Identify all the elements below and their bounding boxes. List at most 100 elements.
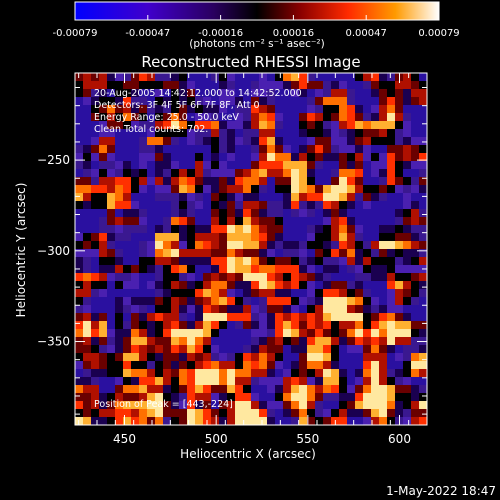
heatmap-cell [339,81,348,90]
heatmap-cell [163,297,172,306]
colorbar-tick-label: -0.00047 [125,28,170,39]
heatmap-cell [107,177,116,186]
heatmap-cell [291,97,300,106]
heatmap-image [75,73,427,425]
heatmap-cell [395,249,404,258]
heatmap-cell [267,105,276,114]
heatmap-cell [395,193,404,202]
heatmap-cell [291,201,300,210]
heatmap-cell [315,177,324,186]
heatmap-cell [371,193,380,202]
heatmap-cell [139,305,148,314]
heatmap-cell [243,81,252,90]
heatmap-cell [355,201,364,210]
heatmap-cell [115,81,124,90]
heatmap-cell [315,185,324,194]
heatmap-cell [243,385,252,394]
heatmap-cell [115,257,124,266]
heatmap-cell [267,225,276,234]
heatmap-cell [243,185,252,194]
heatmap-cell [147,225,156,234]
heatmap-cell [211,401,220,410]
heatmap-cell [363,233,372,242]
heatmap-cell [395,321,404,330]
heatmap-cell [275,153,284,162]
heatmap-cell [155,313,164,322]
heatmap-cell [75,201,84,210]
heatmap-cell [155,385,164,394]
heatmap-cell [267,169,276,178]
heatmap-cell [331,201,340,210]
heatmap-cell [227,281,236,290]
heatmap-cell [315,241,324,250]
heatmap-cell [155,169,164,178]
heatmap-cell [307,377,316,386]
heatmap-cell [355,345,364,354]
heatmap-cell [91,217,100,226]
heatmap-cell [379,249,388,258]
heatmap-cell [379,409,388,418]
heatmap-cell [211,217,220,226]
heatmap-cell [379,113,388,122]
heatmap-cell [283,185,292,194]
heatmap-cell [171,233,180,242]
heatmap-cell [115,289,124,298]
heatmap-cell [107,129,116,138]
heatmap-cell [259,137,268,146]
heatmap-cell [283,113,292,122]
heatmap-cell [259,417,268,425]
heatmap-cell [131,401,140,410]
heatmap-cell [267,281,276,290]
heatmap-cell [171,401,180,410]
heatmap-cell [283,129,292,138]
heatmap-cell [419,345,427,354]
heatmap-cell [339,297,348,306]
heatmap-cell [115,273,124,282]
heatmap-cell [163,345,172,354]
heatmap-cell [123,185,132,194]
heatmap-cell [411,401,420,410]
heatmap-cell [179,273,188,282]
heatmap-cell [251,241,260,250]
heatmap-cell [363,273,372,282]
heatmap-cell [203,217,212,226]
heatmap-cell [139,177,148,186]
heatmap-cell [211,209,220,218]
heatmap-cell [299,281,308,290]
heatmap-cell [179,337,188,346]
heatmap-cell [283,417,292,425]
heatmap-cell [363,89,372,98]
heatmap-cell [115,329,124,338]
heatmap-cell [299,73,308,82]
heatmap-cell [403,273,412,282]
heatmap-cell [235,145,244,154]
heatmap-cell [307,249,316,258]
heatmap-cell [355,409,364,418]
heatmap-cell [163,177,172,186]
heatmap-cell [131,177,140,186]
heatmap-cell [187,81,196,90]
heatmap-cell [147,385,156,394]
heatmap-cell [403,241,412,250]
heatmap-cell [299,241,308,250]
heatmap-cell [123,209,132,218]
heatmap-cell [363,337,372,346]
heatmap-cell [283,289,292,298]
heatmap-cell [107,81,116,90]
heatmap-cell [395,409,404,418]
heatmap-cell [219,385,228,394]
heatmap-cell [371,257,380,266]
annotation-detectors: Detectors: 3F 4F 5F 6F 7F 8F, Att 0 [94,100,260,111]
heatmap-cell [331,129,340,138]
heatmap-cell [147,73,156,82]
heatmap-cell [299,225,308,234]
heatmap-cell [139,73,148,82]
heatmap-cell [355,257,364,266]
heatmap-cell [355,89,364,98]
heatmap-cell [131,121,140,130]
heatmap-cell [211,281,220,290]
heatmap-cell [155,393,164,402]
annotation-time-range: 20-Aug-2005 14:42:12.000 to 14:42:52.000 [94,88,302,99]
heatmap-cell [419,161,427,170]
heatmap-cell [179,417,188,425]
